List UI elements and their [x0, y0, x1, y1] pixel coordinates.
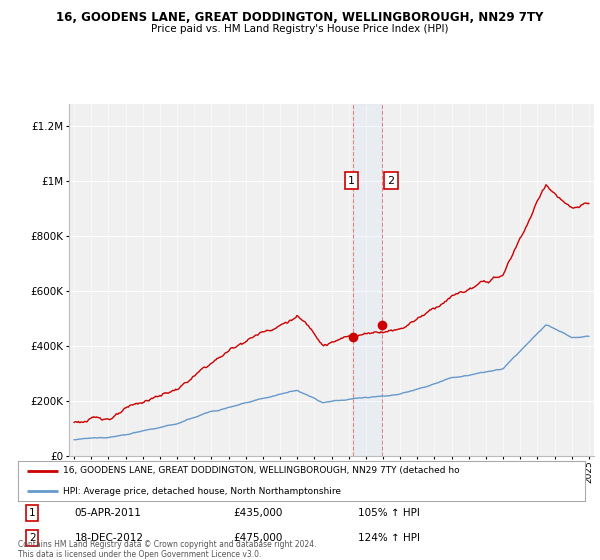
Text: 16, GOODENS LANE, GREAT DODDINGTON, WELLINGBOROUGH, NN29 7TY (detached ho: 16, GOODENS LANE, GREAT DODDINGTON, WELL…: [64, 466, 460, 475]
Text: HPI: Average price, detached house, North Northamptonshire: HPI: Average price, detached house, Nort…: [64, 487, 341, 496]
Text: £475,000: £475,000: [233, 533, 283, 543]
Text: 1: 1: [29, 508, 35, 518]
Text: 16, GOODENS LANE, GREAT DODDINGTON, WELLINGBOROUGH, NN29 7TY: 16, GOODENS LANE, GREAT DODDINGTON, WELL…: [56, 11, 544, 24]
Text: 2: 2: [388, 176, 394, 186]
Text: 1: 1: [348, 176, 355, 186]
Text: 18-DEC-2012: 18-DEC-2012: [75, 533, 144, 543]
Text: Price paid vs. HM Land Registry's House Price Index (HPI): Price paid vs. HM Land Registry's House …: [151, 24, 449, 34]
Bar: [353, 104, 382, 456]
Text: 05-APR-2011: 05-APR-2011: [75, 508, 142, 518]
Text: 105% ↑ HPI: 105% ↑ HPI: [358, 508, 420, 518]
Text: Contains HM Land Registry data © Crown copyright and database right 2024.
This d: Contains HM Land Registry data © Crown c…: [18, 540, 317, 559]
Text: 2: 2: [29, 533, 35, 543]
Text: 124% ↑ HPI: 124% ↑ HPI: [358, 533, 420, 543]
Text: £435,000: £435,000: [233, 508, 283, 518]
